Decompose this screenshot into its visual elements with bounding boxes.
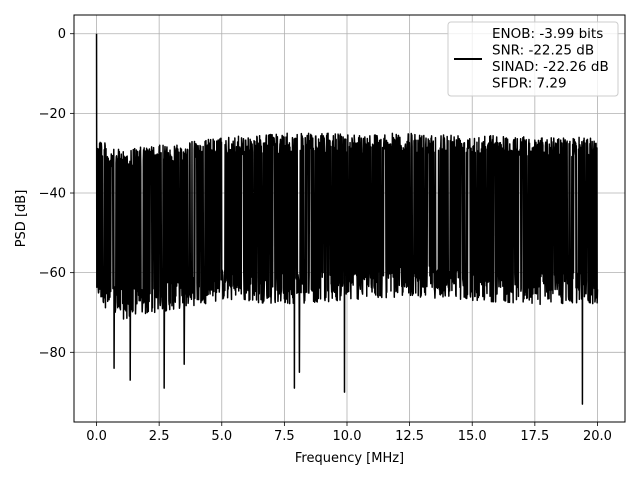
x-tick-label: 20.0 <box>583 429 612 444</box>
x-tick-label: 2.5 <box>149 429 170 444</box>
y-axis-ticks: 0 −20 −40 −60 −80 <box>39 27 74 361</box>
x-tick-label: 0.0 <box>86 429 107 444</box>
y-tick-label: −80 <box>39 346 66 361</box>
y-tick-label: −60 <box>39 266 66 281</box>
legend-sinad: SINAD: -22.26 dB <box>492 59 609 75</box>
y-tick-label: −20 <box>39 107 66 122</box>
y-tick-label: −40 <box>39 187 66 202</box>
x-tick-label: 17.5 <box>520 429 549 444</box>
psd-series <box>95 33 599 405</box>
x-axis-label: Frequency [MHz] <box>295 451 404 466</box>
legend-sfdr: SFDR: 7.29 <box>492 76 567 92</box>
legend-enob: ENOB: -3.99 bits <box>492 26 603 42</box>
x-tick-label: 12.5 <box>395 429 424 444</box>
x-tick-label: 7.5 <box>274 429 295 444</box>
y-axis-label: PSD [dB] <box>14 190 29 248</box>
x-tick-label: 5.0 <box>211 429 232 444</box>
legend-snr: SNR: -22.25 dB <box>492 43 594 59</box>
legend: ENOB: -3.99 bits SNR: -22.25 dB SINAD: -… <box>447 21 619 97</box>
x-tick-label: 10.0 <box>333 429 362 444</box>
psd-trace <box>95 33 599 405</box>
x-tick-label: 15.0 <box>458 429 487 444</box>
x-axis-ticks: 0.0 2.5 5.0 7.5 10.0 12.5 15.0 17.5 20.0 <box>86 422 612 444</box>
legend-box <box>447 21 619 97</box>
y-tick-label: 0 <box>58 27 66 42</box>
plot-frame <box>73 14 626 423</box>
